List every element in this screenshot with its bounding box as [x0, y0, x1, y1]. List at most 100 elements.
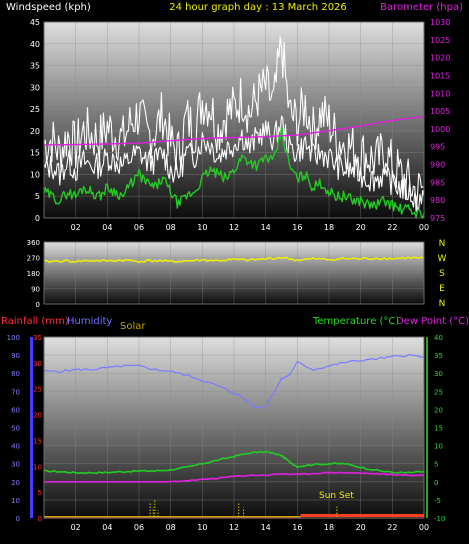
- temperature-y-tick: 10: [434, 443, 443, 451]
- climate-x-tick: 20: [356, 523, 366, 532]
- barometer-y-tick: 1010: [430, 89, 450, 98]
- dewpoint-series: [44, 471, 425, 483]
- rainfall-y-tick: 25: [33, 386, 42, 394]
- wind-series: [43, 115, 425, 210]
- wind-y-tick: 30: [30, 83, 40, 92]
- wind-y-tick: 5: [35, 192, 40, 201]
- wind-x-tick: 08: [166, 223, 176, 232]
- direction-y-tick: 0: [36, 301, 40, 309]
- barometer-y-tick: 1020: [430, 54, 450, 63]
- climate-x-tick: 04: [102, 523, 112, 532]
- climate-frame: [43, 336, 425, 519]
- barometer-y-tick: 990: [430, 161, 445, 170]
- humidity-y-tick: 80: [11, 370, 20, 378]
- solar-legend-label: Solar: [120, 321, 146, 332]
- wind-y-tick: 0: [35, 214, 40, 223]
- temperature-y-tick: 5: [434, 461, 438, 469]
- climate-x-tick: 00: [419, 523, 429, 532]
- wind-y-tick: 45: [30, 18, 40, 27]
- barometer-y-tick: 995: [430, 143, 445, 152]
- wind-x-tick: 22: [387, 223, 397, 232]
- rainfall-y-tick: 0: [38, 515, 42, 523]
- humidity-series: [43, 354, 425, 409]
- sunset-label: Sun Set: [319, 491, 354, 501]
- barometer-y-tick: 1025: [430, 36, 450, 45]
- wind-x-tick: 16: [292, 223, 302, 232]
- temperature-y-tick: 0: [434, 479, 438, 487]
- compass-tick: S: [439, 269, 445, 279]
- wind-x-tick: 10: [197, 223, 207, 232]
- humidity-y-tick: 100: [7, 334, 20, 342]
- temperature-y-tick: 20: [434, 406, 443, 414]
- humidity-y-tick: 40: [11, 443, 20, 451]
- compass-tick: E: [439, 284, 445, 294]
- climate-x-tick: 18: [324, 523, 334, 532]
- temperature-y-tick: -10: [434, 515, 445, 523]
- wind-y-tick: 40: [30, 40, 40, 49]
- wind-x-tick: 04: [102, 223, 112, 232]
- wind-y-tick: 25: [30, 105, 40, 114]
- barometer-y-tick: 1030: [430, 18, 450, 27]
- wind-x-tick: 14: [261, 223, 271, 232]
- barometer-series: [43, 115, 425, 146]
- wind-y-tick: 10: [30, 170, 40, 179]
- direction-y-tick: 270: [27, 255, 40, 263]
- temperature-legend-label: Temperature (°C): [312, 316, 399, 327]
- temperature-series: [43, 450, 425, 475]
- humidity-y-tick: 50: [11, 425, 20, 433]
- humidity-y-tick: 20: [11, 479, 20, 487]
- direction-y-tick: 360: [27, 239, 40, 247]
- humidity-y-tick: 10: [11, 497, 20, 505]
- direction-y-tick: 180: [27, 270, 40, 278]
- direction-frame: [43, 241, 425, 305]
- wind-y-tick: 15: [30, 149, 40, 158]
- rainfall-y-tick: 5: [38, 489, 42, 497]
- climate-x-tick: 10: [197, 523, 207, 532]
- wind-x-tick: 00: [419, 223, 429, 232]
- temperature-y-tick: 40: [434, 334, 443, 342]
- climate-x-tick: 06: [134, 523, 144, 532]
- rainfall-y-tick: 30: [33, 360, 42, 368]
- wind-x-tick: 12: [229, 223, 239, 232]
- humidity-y-tick: 70: [11, 388, 20, 396]
- climate-x-tick: 14: [261, 523, 271, 532]
- rainfall-y-tick: 35: [33, 334, 42, 342]
- barometer-y-tick: 980: [430, 196, 445, 205]
- wind-x-tick: 18: [324, 223, 334, 232]
- climate-x-tick: 08: [166, 523, 176, 532]
- dewpoint-legend-label: Dew Point (°C): [396, 316, 469, 327]
- humidity-legend-label: Humidity: [67, 316, 112, 327]
- wind-avg-series: [43, 126, 425, 219]
- wind-y-tick: 20: [30, 127, 40, 136]
- sunset-band: [300, 514, 424, 517]
- barometer-y-tick: 1005: [430, 107, 450, 116]
- humidity-y-tick: 60: [11, 406, 20, 414]
- temperature-y-tick: 25: [434, 388, 443, 396]
- temperature-y-tick: 35: [434, 352, 443, 360]
- climate-x-tick: 12: [229, 523, 239, 532]
- direction-y-tick: 90: [31, 286, 40, 294]
- wind-x-tick: 20: [356, 223, 366, 232]
- barometer-y-tick: 1015: [430, 71, 450, 80]
- humidity-y-tick: 90: [11, 352, 20, 360]
- barometer-axis-label: Barometer (hpa): [380, 2, 463, 13]
- rainfall-y-tick: 20: [33, 412, 42, 420]
- windspeed-axis-label: Windspeed (kph): [6, 2, 91, 13]
- barometer-y-tick: 975: [430, 214, 445, 223]
- temperature-y-tick: 30: [434, 370, 443, 378]
- temperature-y-tick: -5: [434, 497, 441, 505]
- climate-x-tick: 16: [292, 523, 302, 532]
- barometer-y-tick: 985: [430, 178, 445, 187]
- wind-frame: [43, 21, 425, 219]
- temperature-axis-bar: [426, 337, 428, 518]
- rainfall-y-tick: 10: [33, 463, 42, 471]
- wind-x-tick: 06: [134, 223, 144, 232]
- compass-tick: N: [439, 239, 446, 249]
- climate-x-tick: 22: [387, 523, 397, 532]
- barometer-y-tick: 1000: [430, 125, 450, 134]
- compass-tick: N: [439, 299, 446, 309]
- wind-x-tick: 02: [71, 223, 81, 232]
- direction-series: [43, 256, 425, 264]
- humidity-axis-bar: [30, 337, 33, 518]
